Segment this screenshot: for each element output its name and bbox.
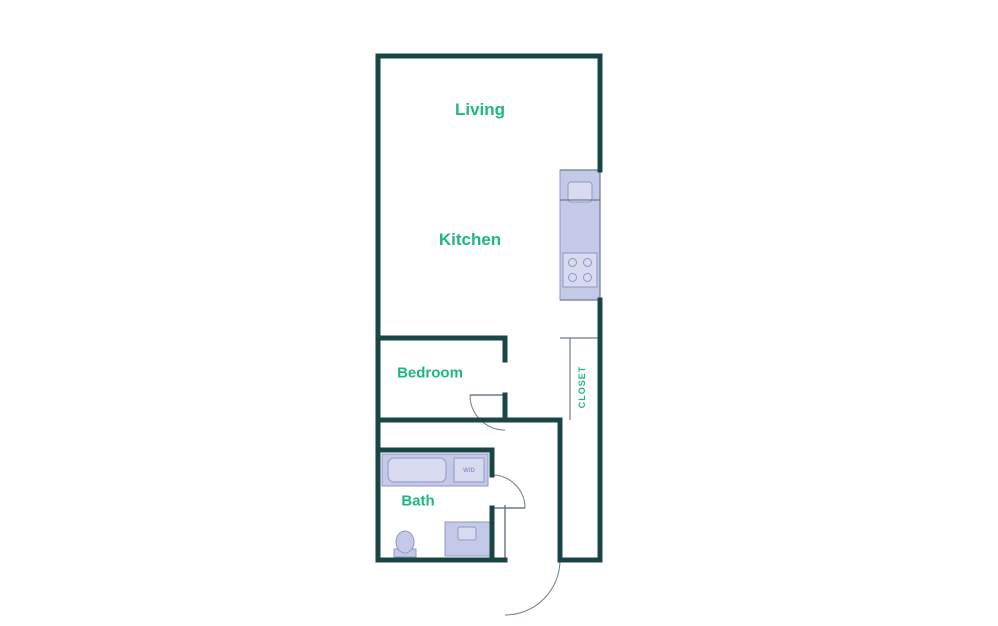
label-kitchen: Kitchen: [439, 230, 501, 250]
label-living: Living: [455, 100, 505, 120]
floorplan-canvas: W/D Living Kitchen Bedroom Bath CLOSET: [0, 0, 998, 626]
label-closet: CLOSET: [577, 366, 587, 409]
floorplan-svg: W/D: [0, 0, 998, 626]
label-bedroom: Bedroom: [397, 365, 463, 382]
label-bath: Bath: [401, 493, 434, 510]
svg-text:W/D: W/D: [463, 468, 475, 474]
